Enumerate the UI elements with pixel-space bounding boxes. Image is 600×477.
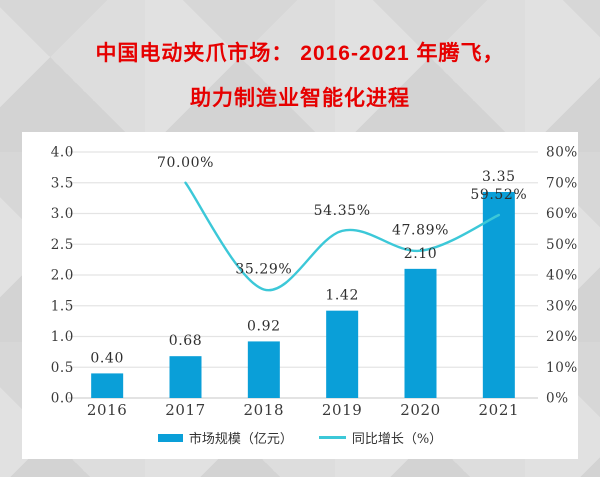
chart-title-line-1: 中国电动夹爪市场： 2016-2021 年腾飞，: [95, 42, 505, 65]
right-axis-tick-label: 20%: [546, 329, 578, 345]
bar-series-swatch: [157, 433, 183, 442]
bar-2021: [482, 191, 515, 398]
growth-value-label: 35.29%: [235, 261, 292, 277]
bar-2020: [404, 268, 437, 398]
left-axis-tick-label: 2.0: [51, 268, 74, 284]
growth-value-label: 70.00%: [157, 155, 214, 171]
growth-value-label: 47.89%: [392, 223, 449, 239]
bar-value-label: 2.10: [404, 246, 438, 262]
bar-2019: [326, 310, 359, 398]
market-size-growth-chart: 0.0 0% 0.5 10% 1.0 20% 1.5 30% 2.0 40% 2.5 50% 3.0 60…: [51, 145, 578, 420]
legend-item-growth: 同比增长（%）: [318, 428, 443, 447]
left-axis-tick-label: 1.5: [51, 298, 74, 314]
right-axis-tick-label: 10%: [546, 360, 578, 376]
bar-2017: [169, 356, 202, 398]
bar-value-label: 0.92: [247, 318, 281, 334]
left-axis-tick-label: 3.0: [51, 206, 74, 222]
left-axis-tick-label: 4.0: [51, 145, 74, 161]
bar-value-label: 3.35: [482, 169, 516, 185]
bar-2016: [91, 373, 124, 398]
legend-label-market-size: 市场规模（亿元）: [188, 432, 293, 447]
bar-2018: [247, 341, 280, 398]
growth-value-label: 59.52%: [470, 187, 527, 203]
chart-title-line-2: 助力制造业智能化进程: [190, 87, 410, 110]
year-label: 2020: [400, 401, 441, 419]
right-axis-tick-label: 30%: [546, 298, 578, 314]
year-label: 2018: [244, 401, 285, 419]
bar-value-label: 0.68: [169, 333, 203, 349]
right-axis-tick-label: 50%: [546, 237, 578, 253]
right-axis-tick-label: 60%: [546, 206, 578, 222]
growth-line: [184, 181, 501, 292]
bar-value-label: 0.40: [90, 350, 124, 366]
left-axis-tick-label: 0.0: [51, 391, 74, 407]
year-label: 2017: [165, 401, 206, 419]
growth-value-label: 54.35%: [314, 203, 371, 219]
year-label: 2019: [322, 401, 363, 419]
right-axis-tick-label: 40%: [546, 268, 578, 284]
right-axis-tick-label: 0%: [546, 391, 569, 407]
left-axis-tick-label: 2.5: [51, 237, 74, 253]
year-label: 2016: [87, 401, 128, 419]
right-axis-tick-label: 70%: [546, 175, 578, 191]
left-axis-tick-label: 1.0: [51, 329, 74, 345]
chart-card: 0.0 0% 0.5 10% 1.0 20% 1.5 30% 2.0 40% 2.5 50% 3.0 60…: [22, 132, 578, 459]
chart-title: 中国电动夹爪市场： 2016-2021 年腾飞， 助力制造业智能化进程: [0, 31, 600, 121]
bar-value-label: 1.42: [325, 288, 359, 304]
chart-legend: 市场规模（亿元） 同比增长（%）: [22, 428, 578, 447]
line-series-swatch: [318, 436, 346, 439]
year-label: 2021: [479, 401, 520, 419]
left-axis-tick-label: 0.5: [51, 360, 74, 376]
left-axis-tick-label: 3.5: [51, 175, 74, 191]
legend-item-market-size: 市场规模（亿元）: [157, 428, 293, 447]
legend-label-growth: 同比增长（%）: [351, 432, 443, 447]
right-axis-tick-label: 80%: [546, 145, 578, 161]
